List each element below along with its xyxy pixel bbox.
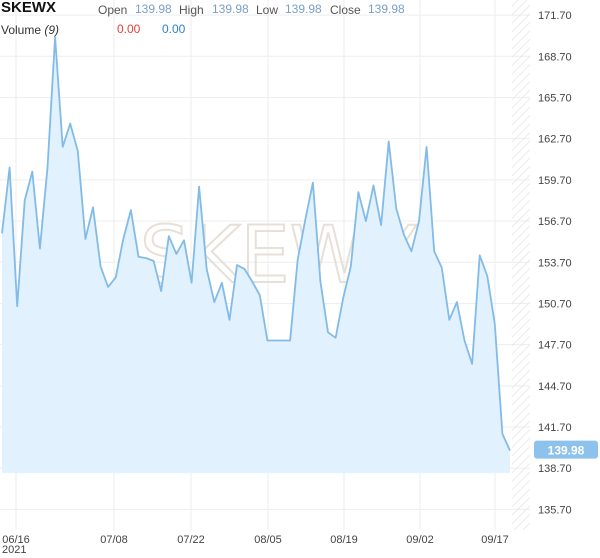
open-value: 139.98: [135, 2, 172, 16]
volume-period: (9): [44, 23, 60, 37]
volume-value-down: 0.00: [117, 22, 141, 36]
y-tick-label: 159.70: [538, 175, 572, 187]
x-year-label: 2021: [2, 544, 26, 556]
x-tick-label: 09/02: [406, 534, 434, 546]
x-axis: 06/16 07/08 07/22 08/05 08/19 09/02 09/17 2021: [2, 534, 509, 556]
last-price-tag-bg: [534, 440, 598, 459]
low-value: 139.98: [285, 2, 322, 16]
price-line: [1, 36, 511, 451]
future-hatch-area: [512, 0, 530, 530]
y-tick-label: 147.70: [538, 340, 572, 352]
quote-header: SKEWX Open 139.98 High 139.98 Low 139.98…: [0, 0, 600, 40]
y-tick-label: 150.70: [538, 298, 572, 310]
x-tick-label: 08/05: [254, 534, 282, 546]
volume-label-text: Volume: [1, 23, 42, 37]
y-axis: 171.70 168.70 165.70 162.70 159.70 156.70 153.…: [538, 10, 572, 516]
last-price-tag-label: 139.98: [548, 444, 585, 458]
high-label: High: [179, 3, 204, 17]
y-tick-label: 156.70: [538, 216, 572, 228]
y-tick-label: 141.70: [538, 422, 572, 434]
open-label: Open: [98, 3, 128, 17]
y-tick-label: 162.70: [538, 134, 572, 146]
symbol-label: SKEWX: [1, 0, 57, 16]
close-value: 139.98: [368, 2, 405, 16]
low-label: Low: [256, 3, 279, 17]
y-tick-label: 171.70: [538, 10, 572, 22]
y-tick-label: 168.70: [538, 51, 572, 63]
x-tick-label: 07/08: [100, 534, 128, 546]
last-price-tag: 139.98: [534, 440, 598, 459]
x-tick-label: 08/19: [330, 534, 358, 546]
y-tick-label: 135.70: [538, 504, 572, 516]
x-tick-label: 09/17: [481, 534, 509, 546]
volume-value-up: 0.00: [162, 22, 186, 36]
y-tick-label: 138.70: [538, 463, 572, 475]
volume-label: Volume (9): [1, 23, 59, 37]
price-area-fill: [2, 37, 510, 473]
close-label: Close: [330, 3, 361, 17]
x-tick-label: 07/22: [177, 534, 205, 546]
y-tick-label: 153.70: [538, 257, 572, 269]
x-tick-label: 06/16: [2, 534, 30, 546]
high-value: 139.98: [212, 2, 249, 16]
y-tick-label: 144.70: [538, 381, 572, 393]
y-tick-label: 165.70: [538, 92, 572, 104]
